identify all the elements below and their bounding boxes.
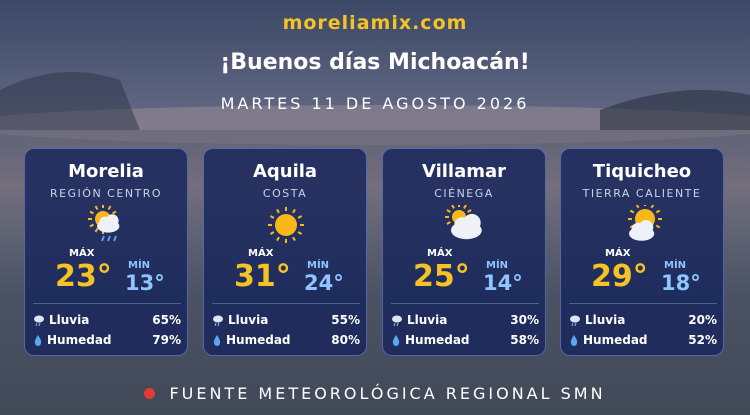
weather-icon — [87, 204, 129, 249]
city-name: Villamar — [421, 161, 507, 182]
humidity-row: Humedad 80% — [212, 333, 360, 347]
rain-label: Lluvia — [407, 313, 448, 327]
greeting: ¡Buenos días Michoacán! — [220, 50, 530, 75]
rain-value: 55% — [331, 313, 360, 327]
city-name: Aquila — [252, 161, 318, 182]
divider — [569, 303, 717, 304]
rain-icon — [569, 314, 581, 326]
rain-label: Lluvia — [585, 313, 626, 327]
weather-icon-svg — [628, 202, 662, 241]
humidity-icon — [33, 334, 43, 346]
max-label: MÁX — [248, 248, 274, 259]
humidity-label-wrap: Humedad — [569, 333, 648, 347]
humidity-label-wrap: Humedad — [33, 333, 112, 347]
region-name: TIERRA CALIENTE — [582, 187, 702, 200]
rain-icon — [212, 314, 224, 326]
city-name: Morelia — [68, 161, 144, 182]
humidity-row: Humedad 58% — [391, 333, 539, 347]
max-label: MÁX — [427, 248, 453, 259]
min-temp: 13° — [125, 271, 165, 295]
humidity-label: Humedad — [47, 333, 112, 347]
max-label: MÁX — [69, 248, 95, 259]
divider — [391, 303, 539, 304]
rain-label: Lluvia — [49, 313, 90, 327]
max-temp: 29° — [591, 259, 648, 294]
rain-label-wrap: Lluvia — [391, 313, 447, 327]
min-temp: 14° — [483, 271, 523, 295]
min-label: MÍN — [128, 260, 151, 271]
min-label: MÍN — [486, 260, 509, 271]
max-label: MÁX — [605, 248, 631, 259]
min-label: MÍN — [664, 260, 687, 271]
rain-row: Lluvia 65% — [33, 313, 181, 327]
weather-card: Morelia REGIÓN CENTRO MÁX 23° MÍN 13° Lluvia 65… — [24, 148, 188, 356]
rain-row: Lluvia 30% — [391, 313, 539, 327]
rain-value: 30% — [510, 313, 539, 327]
city-name: Tiquicheo — [592, 161, 692, 182]
divider — [212, 303, 360, 304]
humidity-icon — [391, 334, 401, 346]
humidity-icon — [212, 334, 222, 346]
humidity-row: Humedad 79% — [33, 333, 181, 347]
weather-icon — [623, 202, 665, 249]
weather-icon-svg — [445, 203, 482, 240]
max-temp: 23° — [55, 259, 112, 294]
footer: FUENTE METEOROLÓGICA REGIONAL SMN — [0, 384, 750, 403]
weather-card: Aquila COSTA MÁX 31° MÍN 24° Lluvia 55% Humedad 8… — [203, 148, 367, 356]
humidity-label: Humedad — [583, 333, 648, 347]
weather-icon — [445, 203, 487, 249]
weather-icon-svg — [88, 204, 120, 242]
rain-row: Lluvia 20% — [569, 313, 717, 327]
rain-label-wrap: Lluvia — [33, 313, 89, 327]
live-dot — [144, 388, 156, 399]
region-name: CIÉNEGA — [434, 187, 494, 200]
humidity-value: 80% — [331, 333, 360, 347]
rain-icon — [391, 314, 403, 326]
rain-row: Lluvia 55% — [212, 313, 360, 327]
humidity-label: Humedad — [405, 333, 470, 347]
region-name: COSTA — [262, 187, 308, 200]
weather-icon — [266, 205, 308, 249]
rain-value: 20% — [688, 313, 717, 327]
min-temp: 24° — [304, 271, 344, 295]
humidity-row: Humedad 52% — [569, 333, 717, 347]
weather-card: Tiquicheo TIERRA CALIENTE MÁX 29° MÍN 18° Lluv… — [560, 148, 724, 356]
humidity-value: 79% — [152, 333, 181, 347]
weather-icon-svg — [268, 207, 304, 243]
date: MARTES 11 DE AGOSTO 2026 — [220, 94, 530, 113]
rain-label: Lluvia — [228, 313, 269, 327]
min-temp: 18° — [661, 271, 701, 295]
divider — [33, 303, 181, 304]
rain-value: 65% — [152, 313, 181, 327]
rain-icon — [33, 314, 45, 326]
humidity-label: Humedad — [226, 333, 291, 347]
humidity-value: 52% — [688, 333, 717, 347]
humidity-label-wrap: Humedad — [391, 333, 470, 347]
humidity-icon — [569, 334, 579, 346]
humidity-label-wrap: Humedad — [212, 333, 291, 347]
rain-label-wrap: Lluvia — [569, 313, 625, 327]
max-temp: 31° — [234, 259, 291, 294]
site-name: moreliamix.com — [282, 12, 468, 34]
region-name: REGIÓN CENTRO — [49, 187, 163, 200]
weather-card: Villamar CIÉNEGA MÁX 25° MÍN 14° Lluvia 30% Hume… — [382, 148, 546, 356]
humidity-value: 58% — [510, 333, 539, 347]
max-temp: 25° — [413, 259, 470, 294]
footer-text: FUENTE METEOROLÓGICA REGIONAL SMN — [169, 384, 606, 403]
min-label: MÍN — [307, 260, 330, 271]
rain-label-wrap: Lluvia — [212, 313, 268, 327]
